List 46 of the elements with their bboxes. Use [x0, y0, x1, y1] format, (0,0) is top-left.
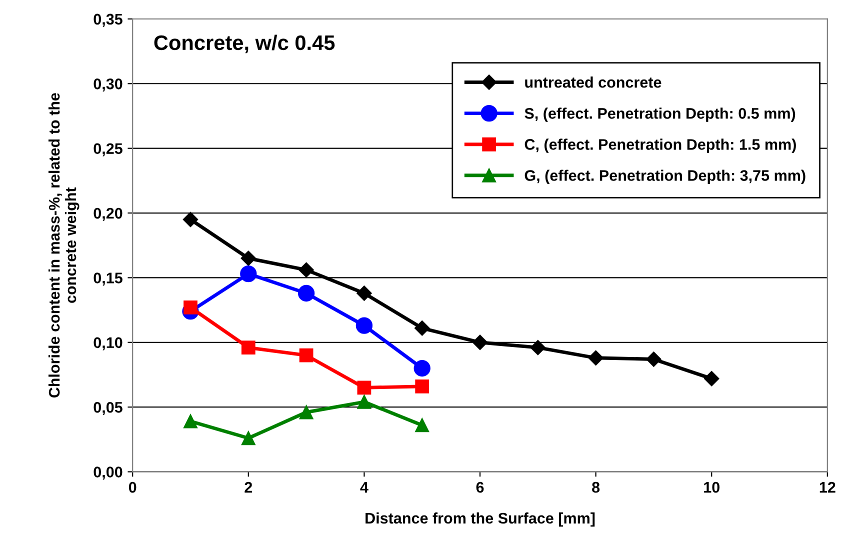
x-axis-title: Distance from the Surface [mm]: [366, 512, 595, 527]
legend-label: untreated concrete: [525, 76, 662, 88]
x-tick-label: 0: [128, 482, 136, 493]
point: [704, 371, 720, 386]
legend-label: S, (effect. Penetration Depth: 0.5 mm): [524, 108, 796, 122]
point: [241, 431, 256, 446]
y-tick-label: 0,00: [94, 466, 122, 480]
point: [357, 380, 372, 395]
point: [299, 348, 314, 362]
point: [646, 352, 662, 367]
x-tick-label: 6: [476, 482, 484, 493]
y-tick-label: 0,15: [94, 272, 122, 286]
point: [472, 334, 488, 350]
y-tick-label: 0,20: [94, 208, 122, 221]
point: [356, 286, 372, 301]
x-tick-label: 10: [704, 482, 720, 493]
x-tick-label: 12: [820, 482, 836, 493]
point: [414, 320, 430, 336]
point: [530, 340, 546, 356]
point: [240, 250, 256, 266]
point: [588, 350, 604, 366]
x-tick-label: 4: [360, 482, 368, 493]
y-tick-label: 0,10: [94, 337, 122, 350]
text: Concrete, w/c 0.45: [154, 34, 335, 54]
x-tick-label: 2: [244, 482, 252, 493]
point: [182, 212, 198, 228]
y-tick-label: 0,30: [94, 78, 122, 92]
point: [415, 418, 430, 432]
point: [298, 284, 315, 302]
x-tick-label: 8: [592, 482, 600, 493]
point: [299, 405, 314, 420]
y-axis-title: Chloride content in mass-%, related to the concrete weight: [48, 93, 80, 398]
y-tick-label: 0,35: [94, 14, 122, 27]
point: [415, 379, 430, 394]
point: [298, 262, 314, 278]
point: [414, 360, 430, 377]
legend-label: C, (effect. Penetration Depth: 1.5 mm): [524, 138, 796, 153]
y-tick-label: 0,05: [94, 402, 122, 415]
point: [240, 265, 257, 282]
point: [356, 317, 373, 334]
y-tick-label: 0,25: [94, 143, 122, 156]
legend-label: G, (effect. Penetration Depth: 3,75 mm): [524, 170, 806, 184]
point: [357, 394, 372, 409]
point: [241, 340, 256, 355]
point: [184, 414, 198, 428]
point: [184, 300, 198, 314]
